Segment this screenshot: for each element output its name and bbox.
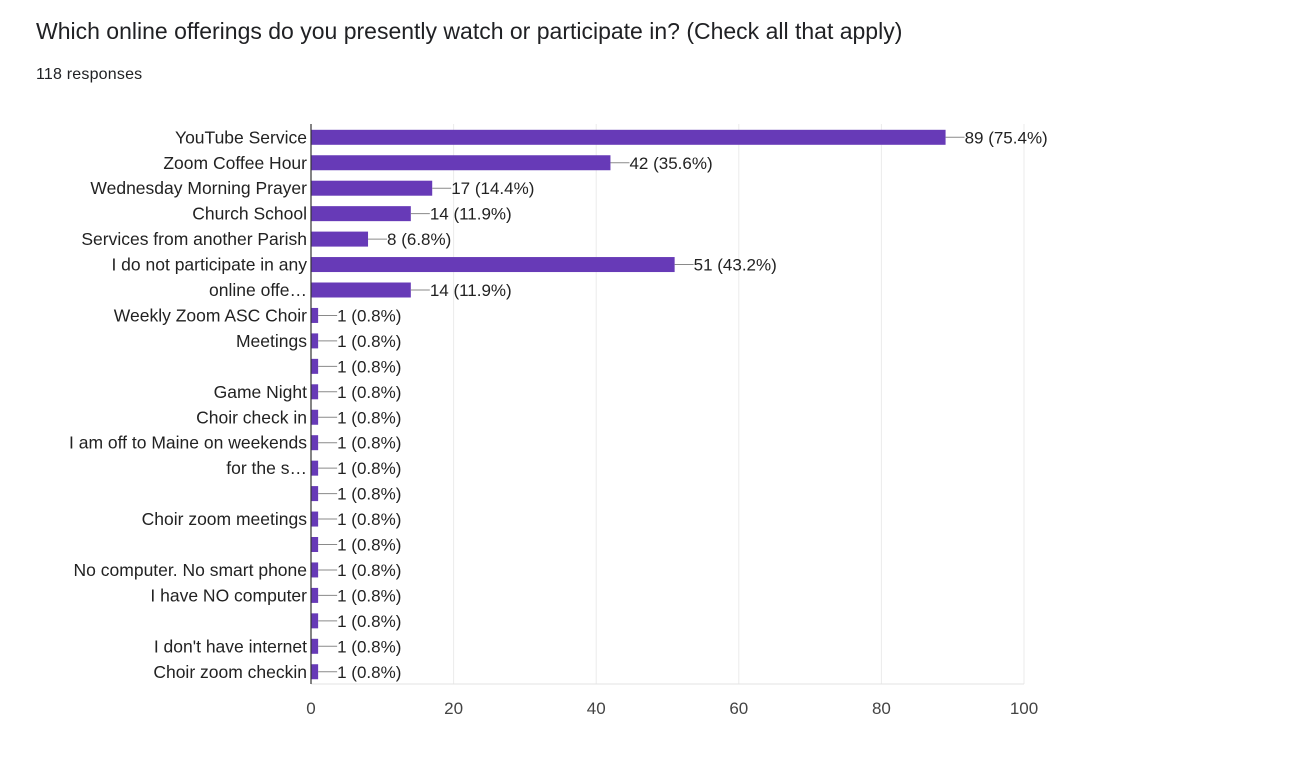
data-label: 1 (0.8%) — [337, 408, 401, 427]
category-label: I do not participate in any — [111, 255, 307, 275]
data-label: 1 (0.8%) — [337, 536, 401, 555]
bar — [311, 664, 319, 680]
category-label: I don't have internet — [154, 636, 307, 656]
category-label: Wednesday Morning Prayer — [90, 178, 307, 198]
bar — [311, 562, 319, 578]
data-label: 1 (0.8%) — [337, 612, 401, 631]
bar — [311, 486, 319, 502]
data-label: 1 (0.8%) — [337, 357, 401, 376]
data-label: 1 (0.8%) — [337, 586, 401, 605]
x-tick-label: 0 — [306, 699, 315, 718]
data-label: 51 (43.2%) — [694, 256, 777, 275]
data-label: 17 (14.4%) — [451, 179, 534, 198]
data-label: 14 (11.9%) — [430, 205, 512, 224]
bar — [311, 384, 319, 400]
category-label: Choir zoom meetings — [142, 509, 308, 529]
bar — [311, 206, 411, 222]
data-label: 1 (0.8%) — [337, 510, 401, 529]
bar — [311, 257, 675, 273]
data-label: 1 (0.8%) — [337, 485, 401, 504]
data-label: 14 (11.9%) — [430, 281, 512, 300]
bar — [311, 435, 319, 451]
data-label: 42 (35.6%) — [629, 154, 712, 173]
bar — [311, 231, 369, 247]
x-tick-label: 20 — [444, 699, 463, 718]
bar — [311, 155, 611, 171]
category-label: I have NO computer — [150, 585, 307, 605]
category-label: Choir zoom checkin — [153, 662, 307, 682]
bar — [311, 613, 319, 629]
data-label: 89 (75.4%) — [965, 128, 1048, 147]
category-label: Zoom Coffee Hour — [163, 153, 307, 173]
category-label: online offe… — [209, 280, 307, 300]
category-label: No computer. No smart phone — [74, 560, 307, 580]
data-label: 1 (0.8%) — [337, 459, 401, 478]
bar — [311, 460, 319, 476]
category-label: Weekly Zoom ASC Choir — [114, 305, 307, 325]
data-label: 1 (0.8%) — [337, 561, 401, 580]
bar — [311, 307, 319, 323]
bar — [311, 282, 411, 298]
x-tick-label: 60 — [729, 699, 748, 718]
bar — [311, 358, 319, 374]
bar — [311, 511, 319, 527]
x-tick-label: 80 — [872, 699, 891, 718]
category-label: Church School — [192, 204, 307, 224]
category-label: YouTube Service — [175, 127, 307, 147]
response-count: 118 responses — [36, 66, 143, 83]
x-tick-label: 100 — [1010, 699, 1038, 718]
category-label: for the s… — [226, 458, 307, 478]
bar — [311, 537, 319, 552]
bar — [311, 638, 319, 654]
data-label: 1 (0.8%) — [337, 332, 401, 351]
category-label: Services from another Parish — [81, 229, 307, 249]
bar — [311, 180, 433, 196]
data-label: 1 (0.8%) — [337, 383, 401, 402]
bar — [311, 587, 319, 603]
bar — [311, 409, 319, 425]
category-label: Choir check in — [196, 407, 307, 427]
category-label: I am off to Maine on weekends — [69, 433, 307, 453]
data-label: 1 (0.8%) — [337, 637, 401, 656]
category-label: Game Night — [214, 382, 308, 402]
bar — [311, 333, 319, 349]
question-title: Which online offerings do you presently … — [36, 18, 903, 44]
data-label: 1 (0.8%) — [337, 434, 401, 453]
data-label: 1 (0.8%) — [337, 663, 401, 682]
bar — [311, 129, 946, 145]
data-label: 1 (0.8%) — [337, 306, 401, 325]
category-label: Meetings — [236, 331, 307, 351]
x-tick-label: 40 — [587, 699, 606, 718]
data-label: 8 (6.8%) — [387, 230, 451, 249]
